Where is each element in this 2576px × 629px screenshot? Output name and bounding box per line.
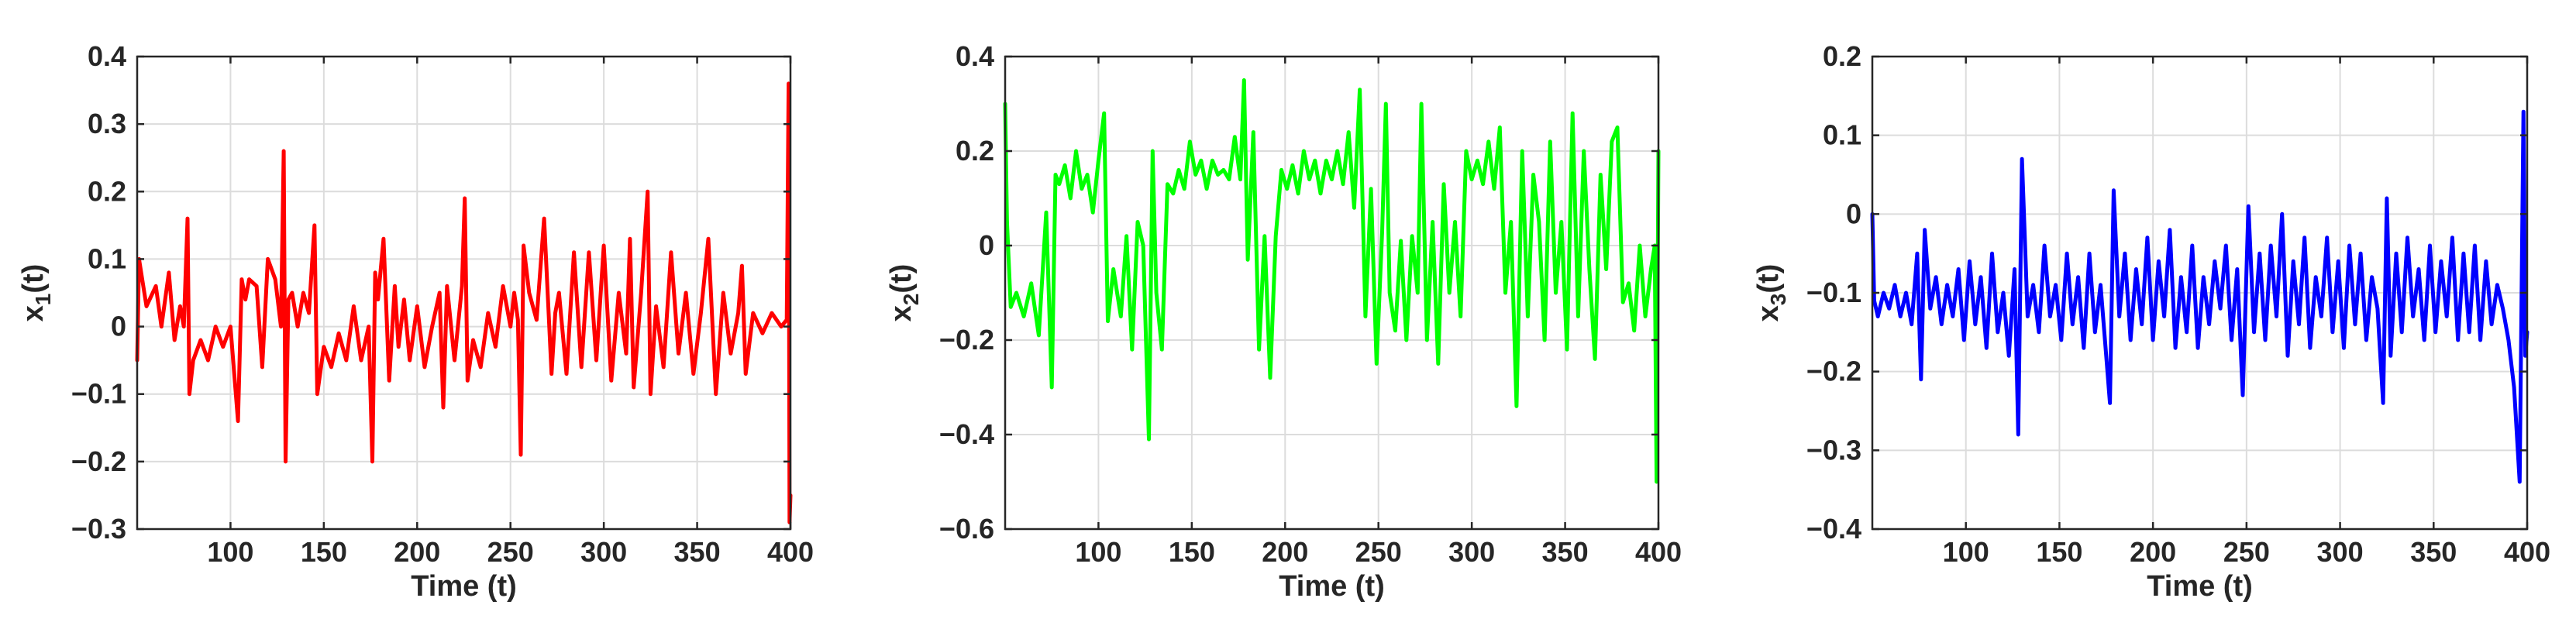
axes-box <box>136 55 792 531</box>
x-tick-label: 400 <box>767 536 814 568</box>
x-tick-label: 250 <box>1355 536 1402 568</box>
x-axis-label: Time (t) <box>1279 570 1385 603</box>
plot-area <box>137 57 790 529</box>
y-axis-label-suffix: (t) <box>17 264 50 294</box>
x-tick-label: 300 <box>2317 536 2364 568</box>
x-tick-label: 300 <box>580 536 627 568</box>
series-line <box>1003 78 1661 484</box>
y-tick-label: −0.4 <box>1806 513 1861 545</box>
series-line <box>1870 109 2530 484</box>
x-tick-label: 100 <box>1075 536 1121 568</box>
x-tick-label: 400 <box>1635 536 1682 568</box>
y-axis-label: x1(t) <box>17 264 55 322</box>
y-tick-label: 0.2 <box>956 135 994 167</box>
x-tick-label: 150 <box>1169 536 1215 568</box>
y-axis-label-var: x <box>885 305 918 321</box>
y-axis-label-suffix: (t) <box>885 264 918 294</box>
y-tick-label: 0 <box>1846 198 1861 229</box>
y-tick-label: −0.2 <box>1806 356 1861 387</box>
y-axis-label-subscript: 1 <box>31 294 55 306</box>
series-line <box>135 81 793 524</box>
y-tick-label: 0.3 <box>88 108 126 139</box>
x-tick-label: 200 <box>394 536 440 568</box>
y-tick-label: −0.4 <box>939 418 994 450</box>
axes-box <box>1004 55 1660 531</box>
x-axis-label: Time (t) <box>411 570 517 603</box>
y-tick-label: −0.3 <box>71 513 126 545</box>
y-axis-label-var: x <box>1752 305 1785 321</box>
y-tick-label: 0.2 <box>1823 40 1861 72</box>
x-tick-label: 250 <box>487 536 534 568</box>
x-tick-label: 150 <box>301 536 347 568</box>
plot-area <box>1005 57 1658 529</box>
y-axis-label: x2(t) <box>885 264 923 322</box>
x-tick-label: 150 <box>2036 536 2082 568</box>
x-tick-label: 250 <box>2223 536 2270 568</box>
x-tick-label: 100 <box>1943 536 1989 568</box>
y-tick-label: 0.1 <box>88 242 126 274</box>
x-tick-label: 350 <box>674 536 721 568</box>
y-tick-label: 0.1 <box>1823 119 1861 151</box>
y-tick-label: 0 <box>111 311 126 342</box>
y-tick-label: 0.4 <box>88 40 126 72</box>
x-tick-label: 350 <box>2410 536 2457 568</box>
y-tick-label: −0.2 <box>71 445 126 477</box>
y-tick-label: 0 <box>979 229 994 261</box>
y-axis-label-var: x <box>17 305 50 321</box>
y-tick-label: 0.4 <box>956 40 994 72</box>
x-axis-label: Time (t) <box>2147 570 2253 603</box>
chart-panel-x2: 100 150 200 250 300 350 400 −0.6 −0.4 −0.2 0 0.2 0.4… <box>885 40 1682 603</box>
x-tick-label: 350 <box>1542 536 1589 568</box>
y-tick-label: −0.1 <box>1806 277 1861 308</box>
x-tick-label: 200 <box>1262 536 1308 568</box>
y-axis-label-subscript: 2 <box>899 294 923 306</box>
y-tick-label: −0.1 <box>71 378 126 410</box>
x-tick-label: 200 <box>2130 536 2176 568</box>
y-axis-label: x3(t) <box>1752 264 1790 322</box>
y-axis-label-suffix: (t) <box>1752 264 1785 294</box>
x-tick-label: 100 <box>207 536 253 568</box>
y-tick-label: −0.2 <box>939 324 994 356</box>
chart-panel-x3: 100 150 200 250 300 350 400 −0.4 −0.3 −0.2 −0.1 0 0.… <box>1752 40 2550 603</box>
y-axis-label-subscript: 3 <box>1766 294 1790 306</box>
chart-panel-x1: 100 150 200 250 300 350 400 −0.3 −0.2 −0.1 0 0.1 0.2… <box>17 40 814 603</box>
x-tick-label: 300 <box>1448 536 1495 568</box>
y-tick-label: −0.3 <box>1806 434 1861 466</box>
y-tick-label: 0.2 <box>88 175 126 207</box>
x-tick-label: 400 <box>2504 536 2550 568</box>
y-tick-label: −0.6 <box>939 513 994 545</box>
